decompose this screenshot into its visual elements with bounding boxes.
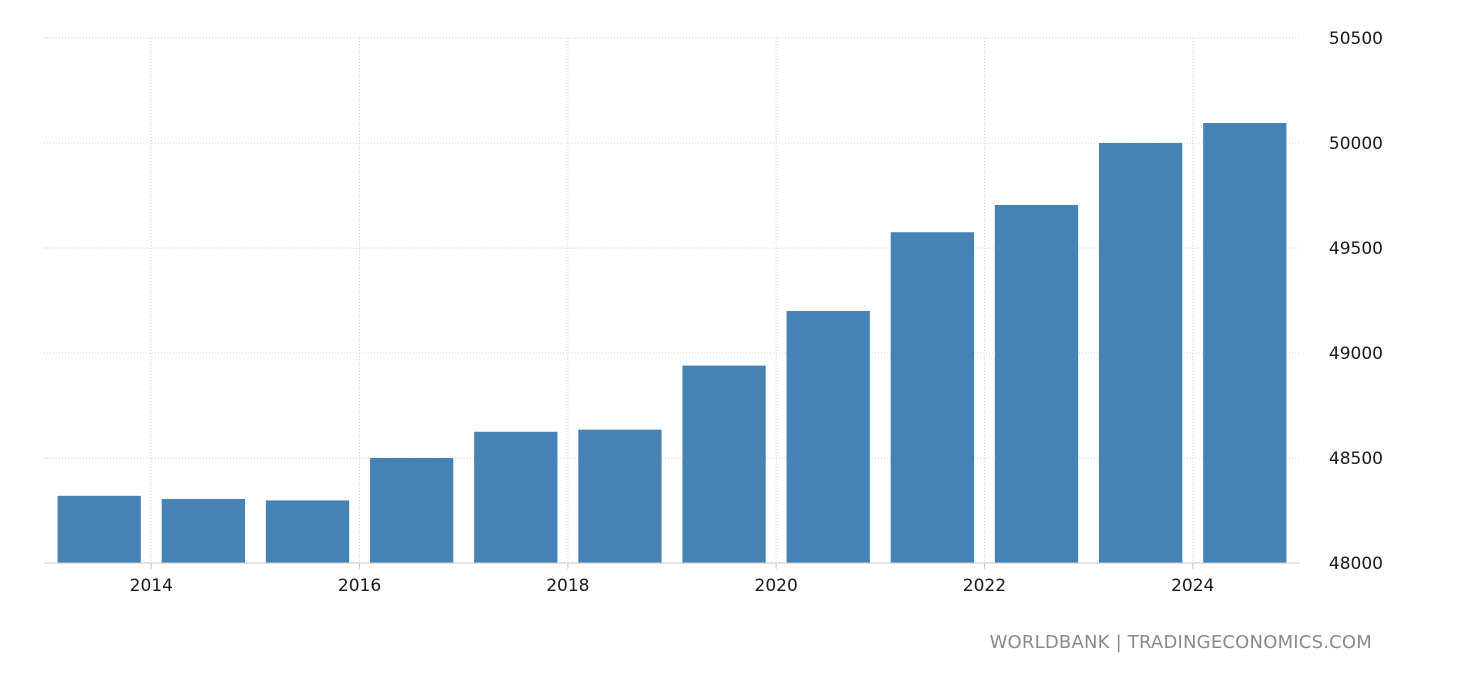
x-tick-label: 2018 xyxy=(546,576,589,596)
y-tick-label: 48500 xyxy=(1329,449,1383,469)
bar xyxy=(994,204,1079,563)
bar xyxy=(786,311,870,563)
y-tick-label: 50500 xyxy=(1329,29,1383,49)
x-tick-label: 2024 xyxy=(1171,576,1214,596)
x-tick-label: 2020 xyxy=(755,576,798,596)
y-tick-label: 49000 xyxy=(1329,344,1383,364)
x-tick-label: 2022 xyxy=(963,576,1006,596)
source-label: WORLDBANK | TRADINGECONOMICS.COM xyxy=(989,632,1372,653)
bar xyxy=(265,500,350,563)
bar xyxy=(474,431,558,563)
bar xyxy=(161,498,246,563)
x-tick-label: 2014 xyxy=(130,576,173,596)
bar xyxy=(1098,143,1183,563)
bar xyxy=(57,495,141,563)
bar xyxy=(369,458,454,563)
bar xyxy=(1203,123,1287,564)
x-tick-label: 2016 xyxy=(338,576,381,596)
y-tick-label: 49500 xyxy=(1329,239,1383,259)
axes: 48000 48500 49000 49500 50000 50500 2014 2016 20… xyxy=(44,29,1383,596)
bar xyxy=(890,232,975,563)
bar xyxy=(682,365,766,563)
bars xyxy=(57,123,1287,564)
y-tick-label: 50000 xyxy=(1329,134,1383,154)
bar xyxy=(578,429,662,563)
y-tick-label: 48000 xyxy=(1329,554,1383,574)
